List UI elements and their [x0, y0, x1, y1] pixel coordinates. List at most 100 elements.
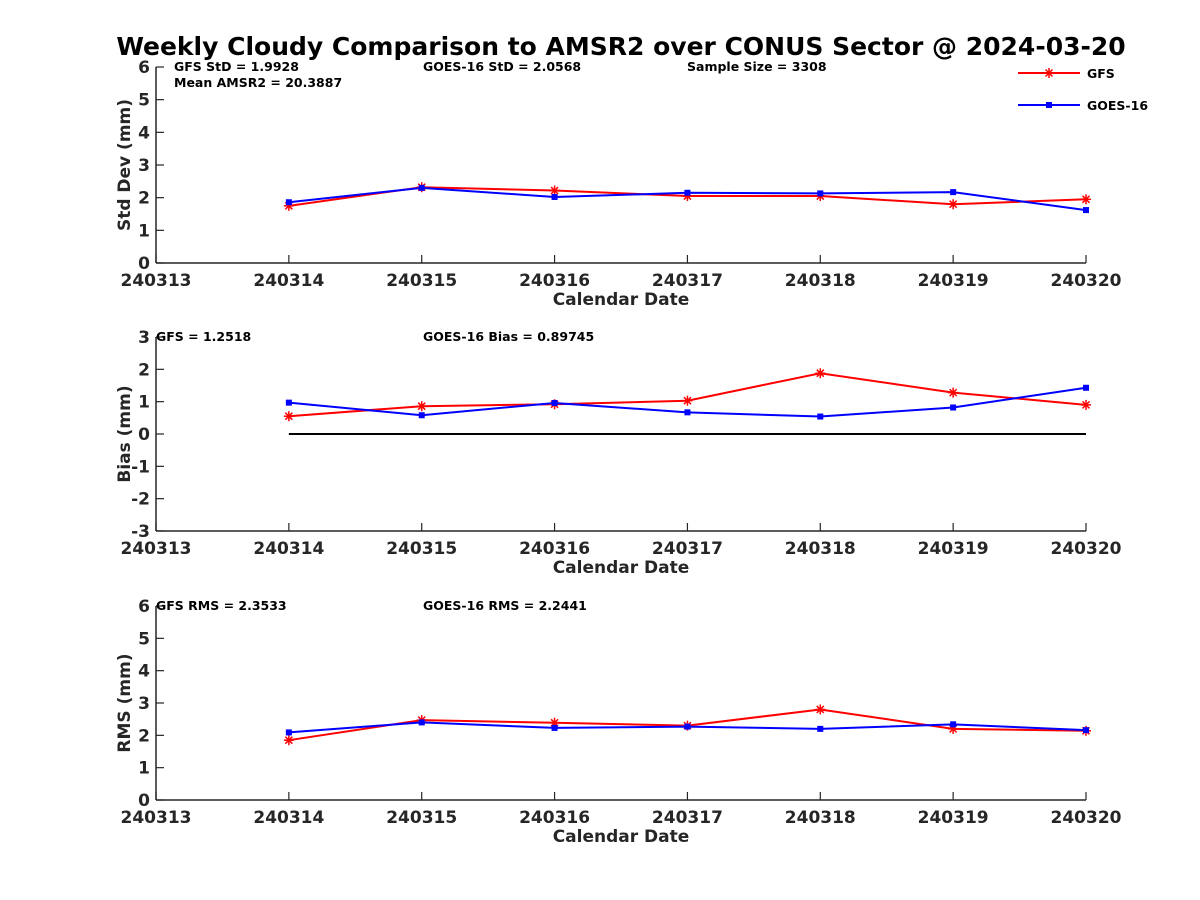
data-point: [551, 399, 558, 406]
x-tick-label: 240318: [785, 808, 856, 828]
marker-stroke: [816, 705, 825, 714]
marker-stroke: [1081, 195, 1091, 204]
x-axis-label: Calendar Date: [553, 558, 690, 578]
panel-2: -3 -2 -1 0 1 2 3 240313 240314 240315 240316 240317…: [115, 328, 1122, 578]
data-point: [418, 184, 425, 191]
y-tick-label: 3: [138, 156, 150, 176]
marker-stroke: [417, 402, 426, 411]
legend-item-gfs: GFS: [1018, 66, 1115, 81]
x-tick-label: 240319: [918, 271, 989, 291]
y-tick-label: 6: [138, 58, 150, 78]
y-tick-label: -3: [131, 522, 150, 542]
legend-marker: [1044, 68, 1054, 78]
y-tick-label: 0: [138, 254, 150, 274]
x-tick-label: 240313: [121, 808, 192, 828]
x-tick-label: 240320: [1051, 539, 1122, 559]
y-tick-label: 0: [138, 791, 150, 811]
x-tick-label: 240313: [121, 539, 192, 559]
y-axis-label: Std Dev (mm): [115, 99, 135, 231]
y-tick-label: 2: [138, 360, 150, 380]
marker-stroke: [1044, 68, 1054, 78]
y-tick-label: 4: [138, 123, 150, 143]
data-point: [684, 189, 691, 196]
y-tick-label: 5: [138, 91, 150, 111]
stat-annotation: GFS StD = 1.9928: [174, 59, 299, 74]
data-point: [817, 725, 824, 732]
data-point: [283, 735, 294, 746]
x-tick-label: 240317: [652, 539, 723, 559]
data-point: [549, 185, 560, 196]
stat-annotation: GFS = 1.2518: [156, 329, 251, 344]
marker-stroke: [284, 736, 293, 745]
stat-annotation: GOES-16 Bias = 0.89745: [423, 329, 594, 344]
x-tick-label: 240316: [519, 271, 590, 291]
x-tick-label: 240318: [785, 539, 856, 559]
x-tick-label: 240316: [519, 808, 590, 828]
x-tick-label: 240317: [652, 271, 723, 291]
marker-stroke: [550, 186, 559, 195]
series-gfs: [283, 182, 1091, 211]
stat-annotation: Sample Size = 3308: [687, 59, 827, 74]
y-tick-label: 6: [138, 597, 150, 617]
x-axis-label: Calendar Date: [553, 827, 690, 847]
x-axis-label: Calendar Date: [553, 290, 690, 310]
y-tick-label: 1: [138, 759, 150, 779]
x-tick-label: 240320: [1051, 808, 1122, 828]
x-tick-label: 240315: [386, 539, 457, 559]
chart-title: Weekly Cloudy Comparison to AMSR2 over C…: [116, 32, 1125, 61]
data-point: [1083, 727, 1089, 734]
y-tick-label: 3: [138, 328, 150, 348]
data-point: [285, 399, 292, 406]
data-point: [948, 199, 959, 210]
data-point: [1081, 399, 1091, 410]
legend-label: GFS: [1087, 66, 1115, 81]
x-tick-label: 240319: [918, 539, 989, 559]
data-point: [1081, 194, 1091, 205]
y-tick-label: 4: [138, 662, 150, 682]
data-point: [684, 723, 691, 730]
legend-marker: [1046, 102, 1052, 108]
stat-annotation: GOES-16 RMS = 2.2441: [423, 598, 587, 613]
data-point: [684, 409, 691, 416]
y-tick-label: -1: [131, 457, 150, 477]
legend-item-goes-16: GOES-16: [1018, 98, 1148, 113]
data-point: [682, 395, 693, 406]
x-tick-label: 240315: [386, 271, 457, 291]
data-point: [1083, 384, 1089, 391]
y-tick-label: 1: [138, 221, 150, 241]
data-point: [285, 729, 292, 736]
series-goes-16: [285, 719, 1089, 736]
data-point: [950, 404, 957, 411]
marker-stroke: [1081, 400, 1091, 409]
stat-annotation: Mean AMSR2 = 20.3887: [174, 75, 342, 90]
data-point: [1083, 207, 1089, 214]
y-tick-label: 5: [138, 629, 150, 649]
series-goes-16: [285, 384, 1089, 420]
y-tick-label: 3: [138, 694, 150, 714]
data-point: [418, 719, 425, 726]
data-point: [815, 368, 826, 379]
data-point: [948, 387, 959, 398]
y-axis-label: Bias (mm): [115, 385, 135, 482]
data-point: [815, 704, 826, 715]
data-point: [950, 721, 957, 728]
x-tick-label: 240318: [785, 271, 856, 291]
legend-label: GOES-16: [1087, 98, 1148, 113]
marker-stroke: [284, 412, 293, 421]
stat-annotation: GFS RMS = 2.3533: [156, 598, 287, 613]
panel-1: 0 1 2 3 4 5 6 240313 240314 240315 240316 240317 240…: [115, 58, 1122, 310]
data-point: [950, 189, 957, 196]
x-tick-label: 240317: [652, 808, 723, 828]
x-tick-label: 240314: [253, 271, 324, 291]
series-goes-16: [285, 184, 1089, 214]
y-tick-label: 0: [138, 425, 150, 445]
marker-stroke: [949, 388, 958, 397]
data-point: [817, 413, 824, 420]
x-tick-label: 240315: [386, 808, 457, 828]
data-point: [416, 401, 427, 412]
panel-3: 0 1 2 3 4 5 6 240313 240314 240315 240316 240317 240…: [115, 597, 1122, 847]
y-tick-label: 2: [138, 726, 150, 746]
data-point: [817, 190, 824, 197]
